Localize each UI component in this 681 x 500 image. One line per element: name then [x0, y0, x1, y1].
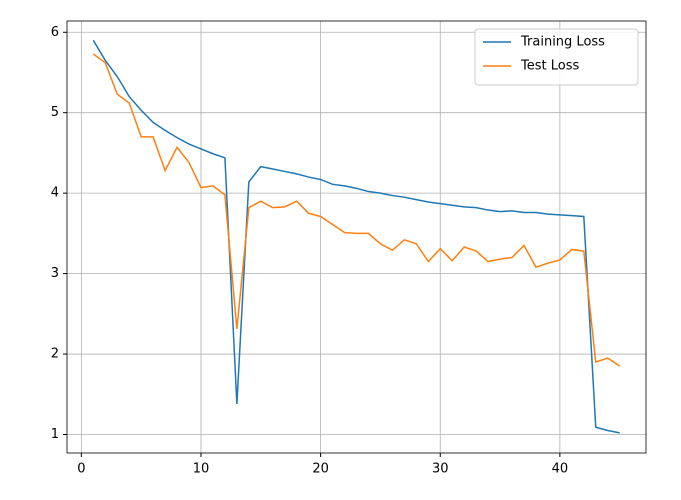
- legend: Training Loss Test Loss: [474, 28, 639, 86]
- legend-box: [474, 28, 639, 86]
- line-series: [92, 53, 621, 367]
- x-tick-label: 0: [77, 462, 85, 477]
- x-tick-label: 20: [312, 462, 329, 477]
- y-tick-label: 1: [51, 427, 59, 442]
- x-tick-label: 40: [552, 462, 569, 477]
- y-tick-label: 2: [51, 347, 59, 362]
- y-tick-label: 3: [51, 266, 59, 281]
- y-tick-label: 4: [51, 186, 59, 201]
- legend-label: Training Loss: [520, 35, 605, 50]
- line-series: [92, 39, 620, 434]
- x-tick-label: 30: [432, 462, 449, 477]
- y-tick-label: 6: [51, 25, 59, 40]
- plot-frame: [66, 20, 647, 454]
- x-tick-label: 10: [193, 462, 210, 477]
- y-tick-label: 5: [51, 105, 59, 120]
- legend-label: Test Loss: [520, 59, 579, 74]
